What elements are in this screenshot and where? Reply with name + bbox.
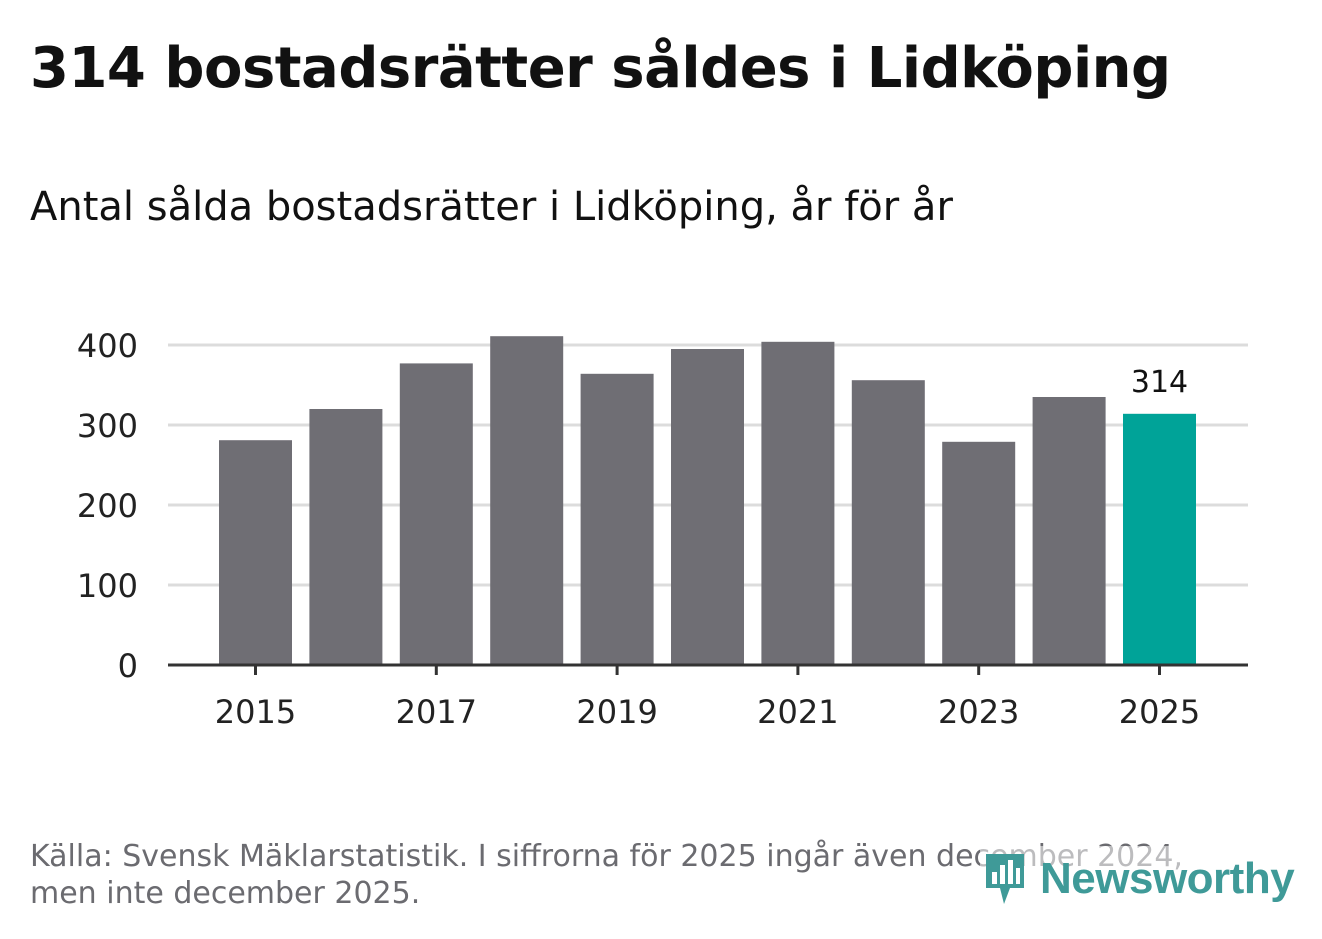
bar-2018: [490, 336, 564, 665]
x-tick-label: 2021: [757, 693, 838, 731]
source-line-2: men inte december 2025.: [30, 876, 421, 911]
y-tick-label: 200: [77, 487, 138, 525]
bar-2021: [761, 341, 835, 665]
y-tick-label: 100: [77, 567, 138, 605]
logo-text: Newsworthy: [1040, 854, 1295, 903]
x-tick-label: 2019: [576, 693, 657, 731]
chart-title: 314 bostadsrätter såldes i Lidköping: [30, 36, 1171, 101]
chart-subtitle: Antal sålda bostadsrätter i Lidköping, å…: [30, 184, 953, 230]
data-label: 314: [1131, 365, 1188, 400]
y-tick-label: 300: [77, 407, 138, 445]
bar-2020: [671, 349, 744, 665]
y-tick-label: 400: [77, 327, 138, 365]
bar-2015: [219, 440, 292, 665]
bar-2024: [1032, 397, 1106, 665]
newsworthy-logo: Newsworthy: [980, 846, 1295, 912]
bar-2016: [309, 409, 383, 665]
x-tick-label: 2017: [396, 693, 477, 731]
x-tick-label: 2025: [1119, 693, 1200, 731]
bar-2019: [580, 373, 654, 665]
bar-chart-pin-icon: [986, 854, 1024, 904]
bar-2017: [399, 363, 473, 665]
bar-2022: [851, 380, 925, 665]
y-tick-label: 0: [118, 647, 138, 685]
bar-2025: [1123, 413, 1196, 665]
x-tick-label: 2023: [938, 693, 1019, 731]
x-tick-label: 2015: [215, 693, 296, 731]
bar-2023: [942, 441, 1016, 665]
